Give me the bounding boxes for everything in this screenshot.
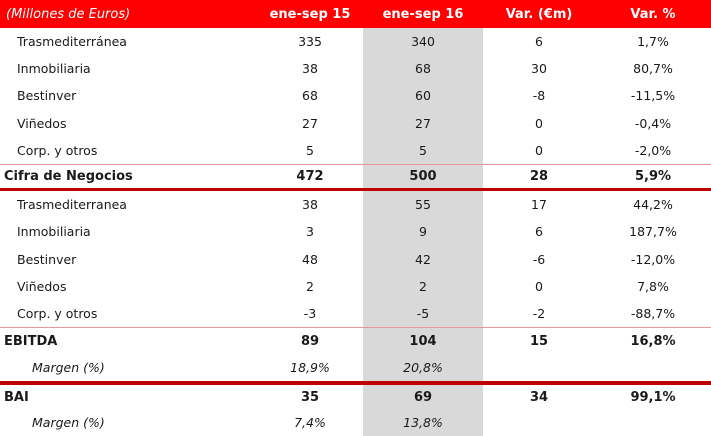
row-label: Margen (%) xyxy=(32,360,105,376)
cell-var-pct: -2,0% xyxy=(634,142,672,158)
cell-var-pct: 80,7% xyxy=(633,61,673,77)
cell-var-pct: 99,1% xyxy=(630,389,676,405)
cell-ene-sep-15: 68 xyxy=(302,88,318,104)
cell-var-eur: -8 xyxy=(532,88,546,104)
row-label: Viñedos xyxy=(17,278,67,294)
cell-ene-sep-15: 89 xyxy=(300,333,320,349)
cell-var-pct: -12,0% xyxy=(630,251,676,267)
table-title: (Millones de Euros) xyxy=(6,6,131,22)
table-row: Bestinver 48 42 -6 -12,0% xyxy=(0,245,711,273)
cell-var-eur: 34 xyxy=(529,389,549,405)
row-label: Inmobiliaria xyxy=(17,224,91,240)
cell-var-pct: 44,2% xyxy=(633,197,673,213)
table-row: Cifra de Negocios 472 500 28 5,9% xyxy=(0,163,711,192)
table-row: Inmobiliaria 3 9 6 187,7% xyxy=(0,218,711,246)
cell-ene-sep-16: 9 xyxy=(363,218,483,246)
cell-var-eur: 30 xyxy=(531,61,547,77)
table-row: Viñedos 2 2 0 7,8% xyxy=(0,272,711,300)
cell-var-eur: 15 xyxy=(529,333,549,349)
row-label: Inmobiliaria xyxy=(17,61,91,77)
cell-ene-sep-16: 340 xyxy=(363,28,483,56)
cell-ene-sep-15: 5 xyxy=(306,142,314,158)
cell-var-eur: -6 xyxy=(532,251,546,267)
cell-var-pct: 7,8% xyxy=(637,278,669,294)
cell-var-eur: 28 xyxy=(529,169,549,185)
row-label: Bestinver xyxy=(17,251,77,267)
row-label: EBITDA xyxy=(4,333,58,349)
table-row: Corp. y otros -3 -5 -2 -88,7% xyxy=(0,299,711,328)
cell-var-pct: 16,8% xyxy=(630,333,676,349)
cell-var-eur: 0 xyxy=(535,278,543,294)
cell-var-eur: 17 xyxy=(531,197,547,213)
cell-ene-sep-15: 48 xyxy=(302,251,318,267)
cell-var-eur: 6 xyxy=(535,224,543,240)
cell-var-eur: -2 xyxy=(532,305,546,321)
cell-ene-sep-15: -3 xyxy=(303,305,317,321)
cell-ene-sep-16: 13,8% xyxy=(363,408,483,436)
row-label: Bestinver xyxy=(17,88,77,104)
cell-ene-sep-16: -5 xyxy=(363,299,483,328)
cell-ene-sep-16: 104 xyxy=(363,328,483,355)
cell-ene-sep-16: 69 xyxy=(363,385,483,409)
cell-ene-sep-15: 27 xyxy=(302,115,318,131)
cell-ene-sep-15: 7,4% xyxy=(294,414,326,430)
cell-var-pct: -11,5% xyxy=(630,88,676,104)
cell-ene-sep-15: 335 xyxy=(298,34,322,50)
table-body: Trasmediterránea 335 340 6 1,7% Inmobiliaria 3… xyxy=(0,28,711,436)
cell-var-pct: 1,7% xyxy=(637,34,669,50)
cell-var-eur: 0 xyxy=(535,115,543,131)
table-row: EBITDA 89 104 15 16,8% xyxy=(0,327,711,355)
cell-ene-sep-15: 38 xyxy=(302,61,318,77)
column-header-var-eur: Var. (€m) xyxy=(505,6,573,22)
column-header-var-pct: Var. % xyxy=(630,6,676,22)
table-row: Corp. y otros 5 5 0 -2,0% xyxy=(0,136,711,164)
row-label: Corp. y otros xyxy=(17,305,98,321)
table-row: Trasmediterránea 335 340 6 1,7% xyxy=(0,28,711,56)
row-label: Viñedos xyxy=(17,115,67,131)
cell-var-eur: 6 xyxy=(535,34,543,50)
cell-var-pct: -88,7% xyxy=(630,305,676,321)
table-row: Bestinver 68 60 -8 -11,5% xyxy=(0,82,711,110)
table-row: Margen (%) 18,9% 20,8% xyxy=(0,354,711,382)
row-label: Corp. y otros xyxy=(17,142,98,158)
cell-ene-sep-15: 35 xyxy=(300,389,320,405)
cell-ene-sep-16: 42 xyxy=(363,245,483,273)
cell-var-pct: 187,7% xyxy=(629,224,677,240)
cell-ene-sep-16: 20,8% xyxy=(363,354,483,382)
cell-var-pct: -0,4% xyxy=(634,115,672,131)
cell-ene-sep-16: 60 xyxy=(363,82,483,110)
table-row: Trasmediterranea 38 55 17 44,2% xyxy=(0,191,711,219)
column-header-ene-sep-16: ene-sep 16 xyxy=(382,6,464,22)
row-label: Cifra de Negocios xyxy=(4,169,133,185)
row-label: Trasmediterranea xyxy=(17,197,127,213)
cell-ene-sep-16: 2 xyxy=(363,272,483,300)
row-label: Trasmediterránea xyxy=(17,34,127,50)
cell-ene-sep-15: 472 xyxy=(296,169,324,185)
cell-ene-sep-15: 18,9% xyxy=(290,360,330,376)
row-label: Margen (%) xyxy=(32,414,105,430)
table-header-row: (Millones de Euros) ene-sep 15 ene-sep 1… xyxy=(0,0,711,28)
row-label: BAI xyxy=(4,389,29,405)
table-row: Viñedos 27 27 0 -0,4% xyxy=(0,109,711,137)
cell-ene-sep-15: 2 xyxy=(306,278,314,294)
table-row: BAI 35 69 34 99,1% xyxy=(0,381,711,409)
cell-var-pct xyxy=(595,409,711,436)
column-header-ene-sep-15: ene-sep 15 xyxy=(269,6,351,22)
cell-var-pct: 5,9% xyxy=(634,169,672,185)
cell-ene-sep-16: 68 xyxy=(363,55,483,83)
cell-var-eur xyxy=(483,409,595,436)
cell-ene-sep-15: 3 xyxy=(306,224,314,240)
cell-var-pct xyxy=(595,354,711,381)
cell-ene-sep-16: 500 xyxy=(363,164,483,189)
cell-ene-sep-15: 38 xyxy=(302,197,318,213)
cell-var-eur: 0 xyxy=(535,142,543,158)
table-row: Margen (%) 7,4% 13,8% xyxy=(0,408,711,436)
cell-ene-sep-16: 5 xyxy=(363,136,483,164)
cell-ene-sep-16: 27 xyxy=(363,109,483,137)
table-row: Inmobiliaria 38 68 30 80,7% xyxy=(0,55,711,83)
cell-var-eur xyxy=(483,354,595,381)
cell-ene-sep-16: 55 xyxy=(363,191,483,219)
